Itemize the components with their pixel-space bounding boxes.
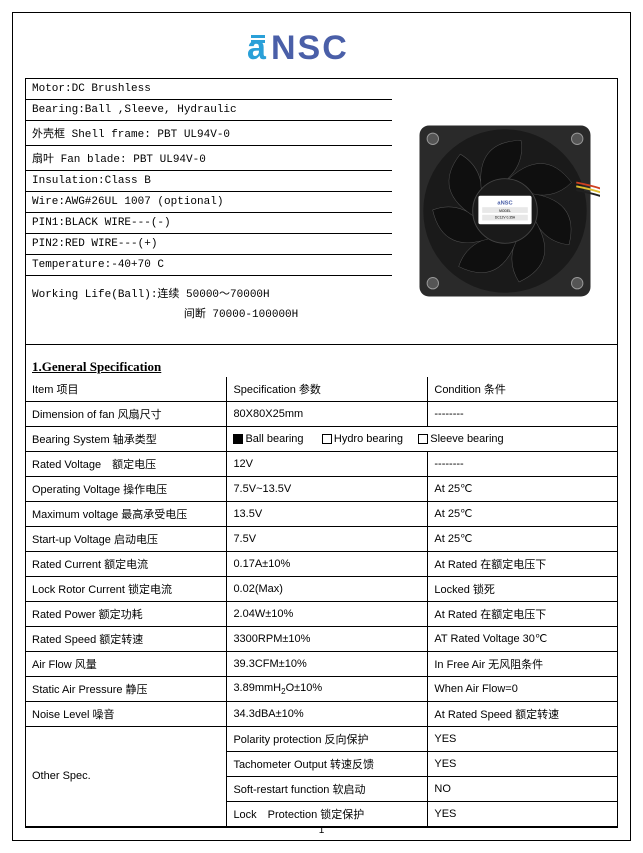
cell-spec: 12V — [227, 451, 428, 476]
svg-text:aNSC: aNSC — [497, 201, 512, 207]
spec-table: Item 项目 Specification 参数 Condition 条件 Di… — [26, 377, 617, 827]
cell-cond: At 25℃ — [428, 476, 617, 501]
motor-spec-list: Motor:DC Brushless Bearing:Ball ,Sleeve,… — [26, 79, 392, 344]
cell-spec: 3.89mmH2O±10% — [227, 676, 428, 701]
cell-item: Lock Rotor Current 锁定电流 — [26, 576, 227, 601]
svg-text:MODEL: MODEL — [499, 209, 511, 213]
svg-text:NSC: NSC — [271, 29, 349, 65]
brand-logo: a NSC — [25, 25, 618, 78]
svg-text:DC12V 0.35A: DC12V 0.35A — [494, 216, 515, 220]
content-frame: Motor:DC Brushless Bearing:Ball ,Sleeve,… — [25, 78, 618, 828]
table-row: Noise Level 噪音 34.3dBA±10% At Rated Spee… — [26, 701, 617, 726]
cell-item: Dimension of fan 风扇尺寸 — [26, 401, 227, 426]
cell-cond: YES — [428, 726, 617, 751]
spec-wire: Wire:AWG#26UL 1007 (optional) — [26, 192, 392, 213]
table-row: Rated Speed 额定转速 3300RPM±10% AT Rated Vo… — [26, 626, 617, 651]
spec-temperature: Temperature:-40+70 C — [26, 255, 392, 276]
cell-other-spec-label: Other Spec. — [26, 726, 227, 826]
spec-shell-frame: 外壳框 Shell frame: PBT UL94V-0 — [26, 121, 392, 146]
cell-spec: 7.5V — [227, 526, 428, 551]
spec-working-life: Working Life(Ball):连续 50000～70000H 间断 70… — [26, 276, 392, 344]
spec-motor: Motor:DC Brushless — [26, 79, 392, 100]
cell-cond: At 25℃ — [428, 526, 617, 551]
table-row: Rated Power 额定功耗 2.04W±10% At Rated 在额定电… — [26, 601, 617, 626]
svg-text:a: a — [247, 29, 267, 65]
cell-spec: 0.17A±10% — [227, 551, 428, 576]
cell-item: Bearing System 轴承类型 — [26, 426, 227, 451]
table-row: Bearing System 轴承类型 Ball bearing Hydro b… — [26, 426, 617, 451]
cell-spec: 0.02(Max) — [227, 576, 428, 601]
table-row: Start-up Voltage 启动电压 7.5V At 25℃ — [26, 526, 617, 551]
opt-sleeve: Sleeve bearing — [430, 433, 503, 445]
product-image-area: aNSC MODEL DC12V 0.35A — [392, 79, 617, 344]
cell-spec: 7.5V~13.5V — [227, 476, 428, 501]
cell-item: Static Air Pressure 静压 — [26, 676, 227, 701]
cell-cond: AT Rated Voltage 30℃ — [428, 626, 617, 651]
cell-spec: 13.5V — [227, 501, 428, 526]
cell-bearing-options: Ball bearing Hydro bearing Sleeve bearin… — [227, 426, 617, 451]
cell-spec: Tachometer Output 转速反馈 — [227, 751, 428, 776]
table-header-row: Item 项目 Specification 参数 Condition 条件 — [26, 377, 617, 402]
table-row: Other Spec. Polarity protection 反向保护 YES — [26, 726, 617, 751]
section-title: 1.General Specification — [26, 345, 617, 377]
checkbox-hydro-icon — [322, 434, 332, 444]
cell-cond: At 25℃ — [428, 501, 617, 526]
cell-item: Maximum voltage 最高承受电压 — [26, 501, 227, 526]
cell-item: Rated Power 额定功耗 — [26, 601, 227, 626]
working-life-line1: Working Life(Ball):连续 50000～70000H — [32, 289, 270, 301]
spec-pin1: PIN1:BLACK WIRE---(-) — [26, 213, 392, 234]
cell-cond: At Rated Speed 额定转速 — [428, 701, 617, 726]
cell-item: Noise Level 噪音 — [26, 701, 227, 726]
cell-cond: At Rated 在额定电压下 — [428, 551, 617, 576]
cell-cond: In Free Air 无风阻条件 — [428, 651, 617, 676]
cell-cond: -------- — [428, 401, 617, 426]
cell-item: Rated Current 额定电流 — [26, 551, 227, 576]
cell-cond: YES — [428, 751, 617, 776]
cell-spec: Soft-restart function 软启动 — [227, 776, 428, 801]
opt-hydro: Hydro bearing — [334, 433, 403, 445]
cell-cond: NO — [428, 776, 617, 801]
cell-spec: 39.3CFM±10% — [227, 651, 428, 676]
spec-pin2: PIN2:RED WIRE---(+) — [26, 234, 392, 255]
cell-spec: 80X80X25mm — [227, 401, 428, 426]
working-life-line2: 间断 70000-100000H — [184, 309, 298, 321]
table-row: Air Flow 风量 39.3CFM±10% In Free Air 无风阻条… — [26, 651, 617, 676]
cell-cond: -------- — [428, 451, 617, 476]
table-row: Maximum voltage 最高承受电压 13.5V At 25℃ — [26, 501, 617, 526]
cell-spec: Polarity protection 反向保护 — [227, 726, 428, 751]
header-cond: Condition 条件 — [428, 377, 617, 402]
checkbox-sleeve-icon — [418, 434, 428, 444]
cell-spec: Lock Protection 锁定保护 — [227, 801, 428, 826]
header-item: Item 项目 — [26, 377, 227, 402]
spec-bearing: Bearing:Ball ,Sleeve, Hydraulic — [26, 100, 392, 121]
fan-image: aNSC MODEL DC12V 0.35A — [410, 116, 600, 306]
table-row: Static Air Pressure 静压 3.89mmH2O±10% Whe… — [26, 676, 617, 701]
cell-item: Air Flow 风量 — [26, 651, 227, 676]
spec-fan-blade: 扇叶 Fan blade: PBT UL94V-0 — [26, 146, 392, 171]
cell-item: Rated Voltage 额定电压 — [26, 451, 227, 476]
table-row: Operating Voltage 操作电压 7.5V~13.5V At 25℃ — [26, 476, 617, 501]
cell-cond: YES — [428, 801, 617, 826]
table-row: Rated Voltage 额定电压 12V -------- — [26, 451, 617, 476]
checkbox-ball-icon — [233, 434, 243, 444]
table-row: Dimension of fan 风扇尺寸 80X80X25mm -------… — [26, 401, 617, 426]
cell-item: Operating Voltage 操作电压 — [26, 476, 227, 501]
cell-cond: At Rated 在额定电压下 — [428, 601, 617, 626]
cell-cond: When Air Flow=0 — [428, 676, 617, 701]
cell-spec: 34.3dBA±10% — [227, 701, 428, 726]
header-spec: Specification 参数 — [227, 377, 428, 402]
cell-item: Start-up Voltage 启动电压 — [26, 526, 227, 551]
opt-ball: Ball bearing — [245, 433, 303, 445]
cell-cond: Locked 锁死 — [428, 576, 617, 601]
cell-spec: 2.04W±10% — [227, 601, 428, 626]
page-number: 1 — [13, 825, 630, 836]
spec-insulation: Insulation:Class B — [26, 171, 392, 192]
cell-item: Rated Speed 额定转速 — [26, 626, 227, 651]
table-row: Lock Rotor Current 锁定电流 0.02(Max) Locked… — [26, 576, 617, 601]
table-row: Rated Current 额定电流 0.17A±10% At Rated 在额… — [26, 551, 617, 576]
cell-spec: 3300RPM±10% — [227, 626, 428, 651]
